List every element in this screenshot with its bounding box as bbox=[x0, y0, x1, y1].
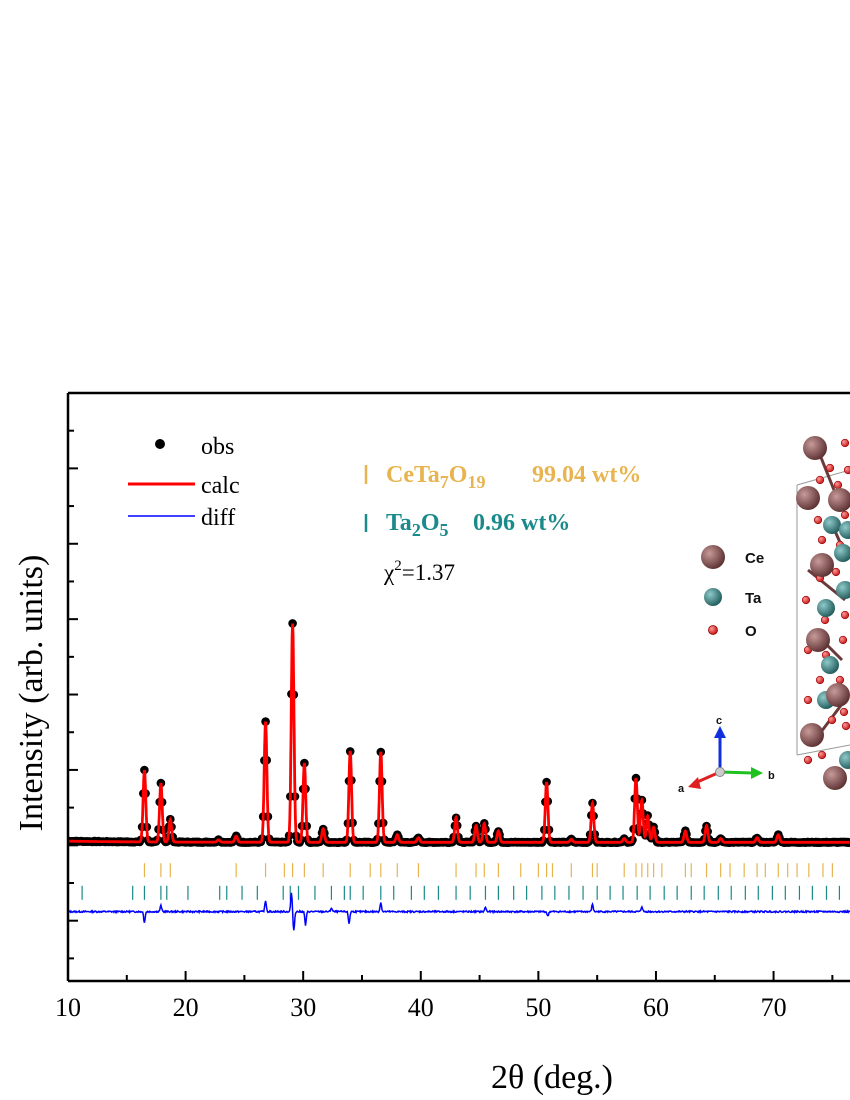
x-tick-label: 70 bbox=[761, 993, 787, 1022]
oxygen-atom-icon bbox=[840, 510, 850, 520]
x-tick-label: 40 bbox=[408, 993, 434, 1022]
tantalum-atom-icon bbox=[821, 656, 839, 674]
oxygen-atom-icon bbox=[835, 675, 845, 685]
x-axis-label: 2θ (deg.) bbox=[491, 1059, 613, 1096]
oxygen-atom-icon bbox=[820, 615, 830, 625]
tantalum-atom-icon bbox=[823, 516, 841, 534]
a-axis-label: a bbox=[678, 783, 685, 795]
y-axis-ticks bbox=[68, 429, 78, 960]
oxygen-atom-icon bbox=[803, 695, 813, 705]
legend-calc-label: calc bbox=[201, 473, 240, 499]
ta-label: Ta bbox=[745, 590, 762, 607]
calc-series bbox=[68, 623, 850, 844]
crystal-axes-triad: c a b bbox=[678, 715, 775, 795]
oxygen-atom-icon bbox=[841, 721, 850, 731]
phase-annotations: CeTa7O19 99.04 wt% Ta2O5 0.96 wt% χ2=1.3… bbox=[364, 462, 641, 585]
cerium-atom-icon bbox=[828, 488, 850, 512]
tantalum-atom-icon bbox=[836, 581, 850, 599]
x-tick-label: 20 bbox=[173, 993, 199, 1022]
phase2-label: Ta2O5 bbox=[386, 510, 448, 540]
legend-diff-label: diff bbox=[201, 505, 235, 531]
chart-legend: obs calc diff bbox=[128, 434, 240, 531]
legend-obs-label: obs bbox=[201, 434, 234, 460]
oxygen-atom-icon bbox=[813, 515, 823, 525]
oxygen-atom-icon bbox=[831, 567, 841, 577]
cerium-atom-icon bbox=[803, 436, 827, 460]
oxygen-atom-icon bbox=[815, 475, 825, 485]
x-tick-label: 30 bbox=[290, 993, 316, 1022]
cerium-atom-icon bbox=[796, 486, 820, 510]
o-atom-icon bbox=[708, 625, 718, 635]
legend-obs-marker bbox=[155, 439, 165, 449]
phase1-wt: 99.04 wt% bbox=[532, 462, 641, 488]
b-axis-label: b bbox=[768, 770, 775, 782]
b-axis-arrow-icon bbox=[751, 767, 763, 779]
x-tick-label: 50 bbox=[525, 993, 551, 1022]
x-tick-label: 60 bbox=[643, 993, 669, 1022]
ta-atom-icon bbox=[704, 588, 722, 606]
cerium-atom-icon bbox=[806, 628, 830, 652]
diff-line bbox=[68, 892, 850, 931]
tantalum-atom-icon bbox=[817, 599, 835, 617]
oxygen-atom-icon bbox=[825, 463, 835, 473]
calc-line bbox=[68, 623, 850, 844]
atom-legend: Ce Ta O bbox=[701, 545, 764, 640]
a-axis-arrow-icon bbox=[688, 777, 701, 789]
cerium-atom-icon bbox=[823, 766, 847, 790]
oxygen-atom-icon bbox=[840, 610, 850, 620]
oxygen-atom-icon bbox=[839, 707, 849, 717]
tantalum-atom-icon bbox=[834, 544, 850, 562]
oxygen-atom-icon bbox=[833, 480, 843, 490]
crystal-atoms bbox=[796, 436, 850, 790]
reflection-ticks-phase2 bbox=[81, 885, 841, 900]
oxygen-atom-icon bbox=[840, 438, 850, 448]
diff-series bbox=[68, 892, 850, 931]
phase2-wt: 0.96 wt% bbox=[473, 510, 570, 536]
c-axis-label: c bbox=[716, 715, 722, 727]
o-label: O bbox=[745, 623, 757, 640]
oxygen-atom-icon bbox=[817, 535, 827, 545]
oxygen-atom-icon bbox=[838, 635, 848, 645]
phase1-label: CeTa7O19 bbox=[386, 462, 485, 492]
oxygen-atom-icon bbox=[827, 715, 837, 725]
chi-squared-label: χ2=1.37 bbox=[383, 558, 455, 585]
oxygen-atom-icon bbox=[843, 465, 850, 475]
c-axis-arrow-icon bbox=[714, 726, 726, 738]
oxygen-atom-icon bbox=[801, 595, 811, 605]
x-tick-label: 10 bbox=[55, 993, 81, 1022]
cerium-atom-icon bbox=[826, 683, 850, 707]
tantalum-atom-icon bbox=[839, 751, 850, 769]
cerium-atom-icon bbox=[810, 553, 834, 577]
tantalum-atom-icon bbox=[839, 521, 850, 539]
unit-cell-box bbox=[796, 469, 850, 756]
y-axis-label: Intensity (arb. units) bbox=[13, 555, 50, 832]
ce-atom-icon bbox=[701, 545, 725, 569]
oxygen-atom-icon bbox=[815, 675, 825, 685]
obs-point bbox=[288, 619, 297, 628]
oxygen-atom-icon bbox=[817, 750, 827, 760]
oxygen-atom-icon bbox=[803, 755, 813, 765]
cerium-atom-icon bbox=[800, 723, 824, 747]
obs-series bbox=[68, 619, 850, 847]
x-axis-ticks: 10 20 30 40 50 60 70 bbox=[55, 971, 834, 1022]
crystal-structure-inset: Ce Ta O c a b bbox=[678, 436, 850, 795]
reflection-ticks-phase1 bbox=[143, 863, 833, 878]
ce-label: Ce bbox=[745, 550, 764, 567]
